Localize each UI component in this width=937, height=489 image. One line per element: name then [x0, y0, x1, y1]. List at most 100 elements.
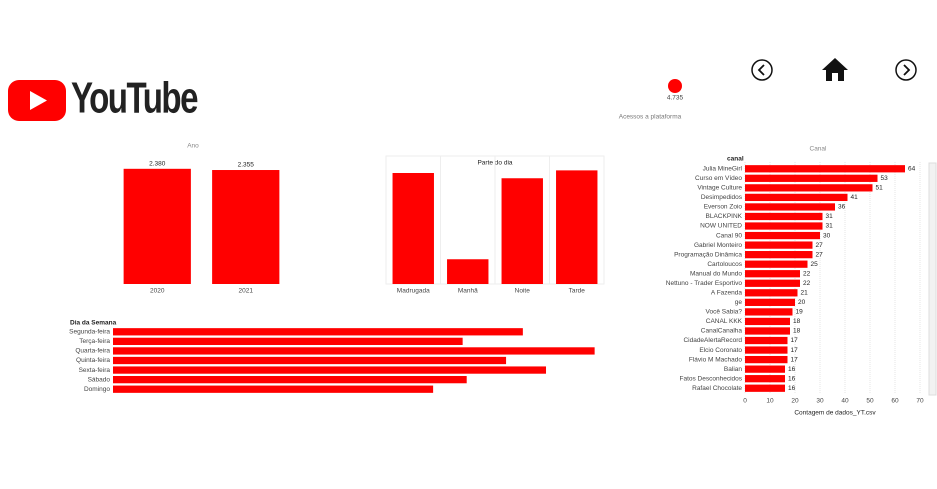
- bar: [745, 203, 835, 211]
- bar: [745, 327, 790, 335]
- y-tick-label: Everson Zoio: [704, 204, 743, 211]
- x-tick-label: 70: [916, 398, 924, 405]
- value-label: 31: [826, 213, 834, 220]
- value-label: 16: [788, 385, 796, 392]
- value-label: 64: [908, 165, 916, 172]
- bar: [745, 298, 795, 306]
- y-tick-label: Manual do Mundo: [690, 270, 742, 277]
- bar: [745, 193, 848, 202]
- x-tick-label: Tarde: [569, 288, 586, 295]
- bar: [745, 336, 788, 345]
- bar: [113, 366, 547, 374]
- value-label: 21: [801, 290, 809, 297]
- y-tick-label: NOW UNITED: [700, 223, 742, 230]
- value-label: 51: [876, 185, 884, 192]
- value-label: 31: [826, 223, 834, 230]
- value-label: 27: [816, 251, 824, 258]
- y-tick-label: Sábado: [88, 376, 111, 383]
- home-button[interactable]: [822, 58, 848, 81]
- chart-title: Ano: [187, 143, 199, 150]
- y-tick-label: Curso em Vídeo: [695, 175, 742, 182]
- y-tick-label: Gabriel Monteiro: [694, 242, 742, 249]
- kpi-caption: Acessos a plataforma: [619, 114, 682, 121]
- y-tick-label: Fatos Desconhecidos: [679, 375, 742, 382]
- x-tick-label: Madrugada: [397, 288, 430, 295]
- x-tick-label: 40: [841, 398, 849, 405]
- scrollbar[interactable]: [928, 162, 937, 396]
- value-label: 17: [791, 347, 799, 354]
- y-tick-label: Sexta-feira: [79, 367, 111, 374]
- axis-title: canal: [727, 156, 744, 163]
- value-label: 17: [791, 337, 799, 344]
- value-label: 36: [838, 204, 846, 211]
- value-label: 22: [803, 270, 811, 277]
- y-tick-label: Terça-feira: [79, 338, 110, 345]
- bar: [745, 174, 878, 182]
- back-button[interactable]: [751, 59, 773, 81]
- chart-title: Canal: [810, 146, 828, 153]
- value-label: 22: [803, 280, 811, 287]
- bar: [745, 279, 800, 287]
- value-label: 17: [791, 356, 799, 363]
- x-tick-label: 60: [891, 398, 899, 405]
- axis-title: Contagem de dados_YT.csv: [794, 410, 876, 417]
- bar: [113, 356, 507, 365]
- x-tick-label: 0: [743, 398, 747, 405]
- x-tick-label: 2021: [239, 288, 254, 295]
- value-label: 53: [881, 175, 889, 182]
- kpi-dot: [668, 79, 682, 93]
- bar: [745, 375, 785, 383]
- bar: [745, 384, 785, 392]
- kpi-value: 4.735: [667, 95, 684, 102]
- y-tick-label: Quinta-feira: [76, 357, 110, 364]
- bar: [447, 259, 489, 284]
- bar: [745, 251, 813, 259]
- value-label: 16: [788, 375, 796, 382]
- y-tick-label: Canal 90: [716, 232, 742, 239]
- bar: [745, 270, 800, 278]
- x-tick-label: 50: [866, 398, 874, 405]
- value-label: 27: [816, 242, 824, 249]
- value-label: 16: [788, 366, 796, 373]
- bar: [745, 222, 823, 230]
- bar: [745, 184, 873, 192]
- bar: [392, 173, 434, 284]
- y-tick-label: Nettuno - Trader Esportivo: [666, 280, 743, 287]
- x-tick-label: 2020: [150, 288, 165, 295]
- bar: [745, 260, 808, 268]
- y-tick-label: Julia MineGirl: [703, 165, 743, 172]
- x-tick-label: Manhã: [458, 288, 478, 295]
- y-tick-label: Programação Dinâmica: [674, 251, 742, 258]
- bar: [113, 385, 434, 393]
- bar: [556, 170, 598, 284]
- bar: [113, 347, 595, 355]
- y-tick-label: CanalCanalha: [701, 328, 743, 335]
- y-tick-label: Segunda-feira: [69, 329, 110, 336]
- bar: [745, 289, 798, 297]
- forward-button[interactable]: [895, 59, 917, 81]
- bar: [745, 346, 788, 354]
- value-label: 2.380: [149, 161, 166, 168]
- y-tick-label: A Fazenda: [711, 290, 742, 297]
- y-tick-label: Vintage Culture: [697, 185, 742, 192]
- y-tick-label: Você Sabia?: [705, 309, 742, 316]
- bar: [123, 168, 191, 284]
- bar: [745, 317, 790, 326]
- bar: [113, 376, 467, 384]
- bar: [212, 170, 280, 284]
- bar: [745, 241, 813, 249]
- bar: [113, 337, 463, 345]
- y-tick-label: Elcio Coronato: [699, 347, 742, 354]
- y-tick-label: BLACKPINK: [706, 213, 743, 220]
- value-label: 19: [796, 309, 804, 316]
- bar: [501, 178, 543, 284]
- x-tick-label: 10: [766, 398, 774, 405]
- y-tick-label: Rafael Chocolate: [692, 385, 742, 392]
- bar: [113, 328, 523, 336]
- bar: [745, 212, 823, 221]
- axis-title: Dia da Semana: [70, 320, 117, 327]
- y-tick-label: Flávio M Machado: [689, 356, 742, 363]
- value-label: 18: [793, 318, 801, 325]
- y-tick-label: ge: [735, 299, 743, 306]
